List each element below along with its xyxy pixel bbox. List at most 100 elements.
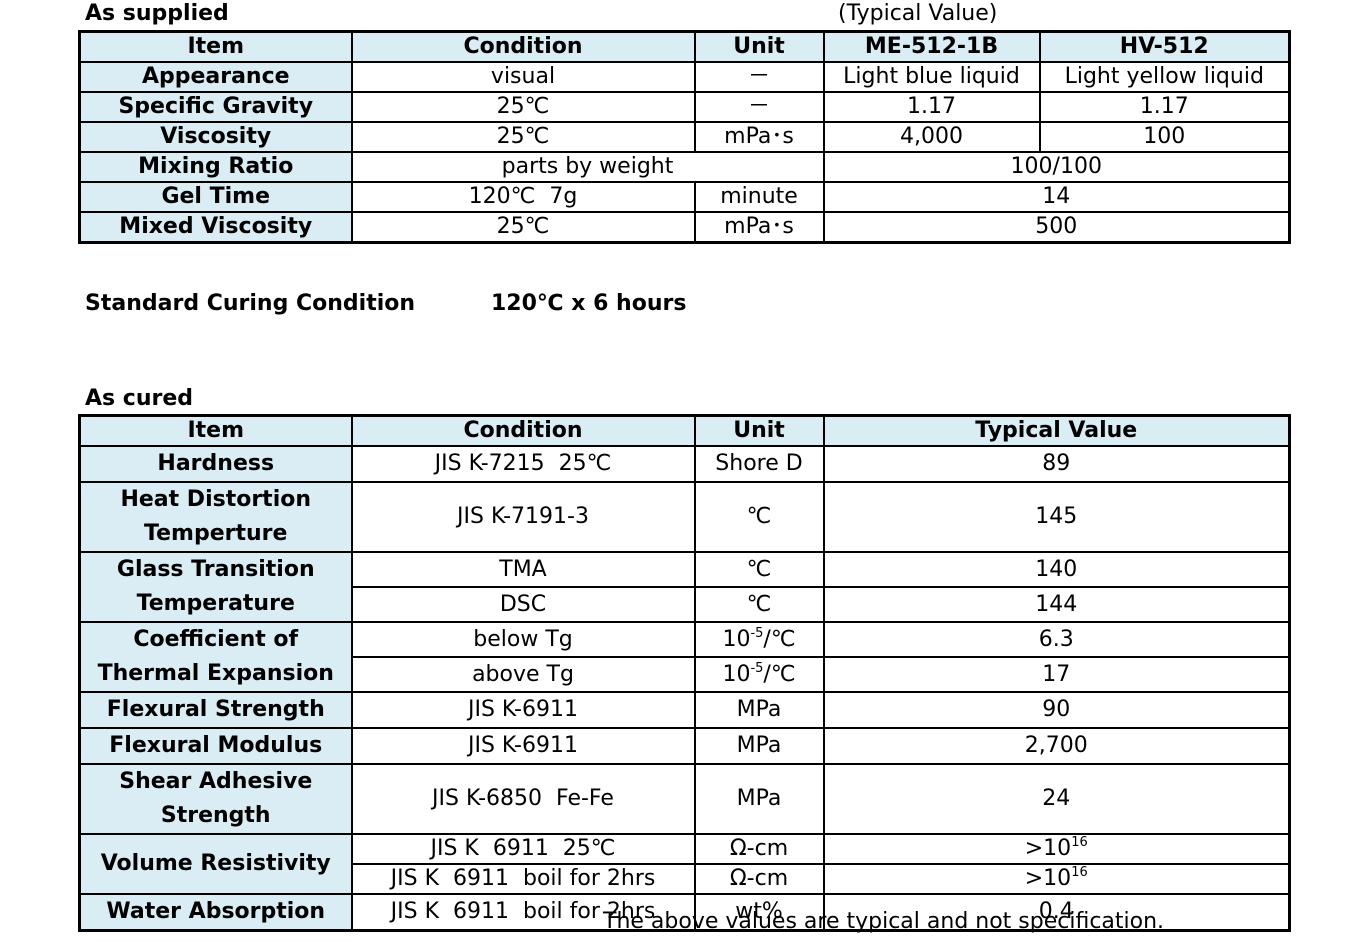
row-label: Viscosity — [78, 121, 353, 153]
text-part: /℃ — [763, 661, 796, 687]
cell: minute — [693, 181, 825, 213]
row-label: Glass Transition Temperature — [78, 551, 353, 623]
row-label: Specific Gravity — [78, 91, 353, 123]
header-cell: ME-512-1B — [822, 30, 1041, 63]
cell: JIS K 6911 boil for 2hrs — [350, 863, 696, 895]
cured-table: Item Condition Unit Typical Value Hardness JI… — [78, 414, 1291, 932]
cell: visual — [350, 61, 696, 93]
cell: JIS K-6911 — [350, 727, 696, 765]
text-part: -5 — [750, 625, 764, 641]
text-part: 16 — [1071, 865, 1088, 880]
table-row: Shear Adhesive Strength JIS K-6850 Fe-Fe M… — [78, 763, 1291, 835]
row-label: Appearance — [78, 61, 353, 93]
header-cell: HV-512 — [1038, 30, 1291, 63]
cell: 89 — [822, 445, 1291, 483]
cell: below Tg — [350, 621, 696, 658]
cell: 0.4 — [822, 893, 1291, 932]
table-row: Hardness JIS K-7215 25℃ Shore D 89 — [78, 445, 1291, 483]
table-row: Water Absorption JIS K 6911 boil for 2hrs… — [78, 893, 1291, 932]
cell: ℃ — [693, 586, 825, 623]
table-row: Heat Distortion Temperture JIS K-7191-3 ℃ 1… — [78, 481, 1291, 553]
cell: MPa — [693, 763, 825, 835]
header-cell: Condition — [350, 30, 696, 63]
cell: parts by weight — [350, 151, 825, 183]
cell: DSC — [350, 586, 696, 623]
cell: 24 — [822, 763, 1291, 835]
text-part: -5 — [750, 660, 764, 676]
cell: MPa — [693, 727, 825, 765]
table-row: Specific Gravity 25℃ － 1.17 1.17 — [78, 91, 1291, 123]
cell: 500 — [822, 211, 1291, 244]
cell: 10-5/℃ — [693, 656, 825, 693]
text-part: 10 — [722, 661, 751, 687]
row-label: Volume Resistivity — [78, 833, 353, 895]
curing-value: 120℃ x 6 hours — [491, 291, 687, 316]
cell: 100/100 — [822, 151, 1291, 183]
cell: 100 — [1038, 121, 1291, 153]
table-row: above Tg 10-5/℃ 17 — [80, 656, 1291, 693]
cell: Shore D — [693, 445, 825, 483]
cell: JIS K-6850 Fe-Fe — [350, 763, 696, 835]
cell: >1016 — [822, 863, 1291, 895]
cell: above Tg — [350, 656, 696, 693]
curing-label: Standard Curing Condition — [85, 291, 416, 316]
header-cell: Condition — [350, 414, 696, 447]
cell: JIS K 6911 25℃ — [350, 833, 696, 865]
table-row: Flexural Modulus JIS K-6911 MPa 2,700 — [78, 727, 1291, 765]
cell: 25℃ — [350, 121, 696, 153]
header-cell: Item — [78, 30, 353, 63]
cell: Ω-cm — [693, 833, 825, 865]
cell: 144 — [822, 586, 1291, 623]
row-label: Coefficient of Thermal Expansion — [78, 621, 353, 693]
row-label: Mixed Viscosity — [78, 211, 353, 244]
row-label: Water Absorption — [78, 893, 353, 932]
text-part: /℃ — [763, 626, 796, 652]
row-label: Heat Distortion Temperture — [78, 481, 353, 553]
cell: ℃ — [693, 551, 825, 588]
cell: － — [693, 91, 825, 123]
row-label: Flexural Modulus — [78, 727, 353, 765]
header-cell: Unit — [693, 414, 825, 447]
cell: 10-5/℃ — [693, 621, 825, 658]
cell: － — [693, 61, 825, 93]
cell: 17 — [822, 656, 1291, 693]
cell: 2,700 — [822, 727, 1291, 765]
cell: 1.17 — [822, 91, 1041, 123]
footnote: The above values are typical and not spe… — [603, 909, 1165, 934]
cell: JIS K-7215 25℃ — [350, 445, 696, 483]
table-row: Glass Transition Temperature TMA ℃ 140 — [78, 551, 1291, 623]
table-row: Gel Time 120℃ 7g minute 14 — [78, 181, 1291, 213]
table-row: Mixing Ratio parts by weight 100/100 — [78, 151, 1291, 183]
cell: 14 — [822, 181, 1291, 213]
row-label: Mixing Ratio — [78, 151, 353, 183]
table-row: Viscosity 25℃ mPa･s 4,000 100 — [78, 121, 1291, 153]
cell: Light blue liquid — [822, 61, 1041, 93]
cell: >1016 — [822, 833, 1291, 865]
header-cell: Typical Value — [822, 414, 1291, 447]
cell: 90 — [822, 691, 1291, 729]
cell: 1.17 — [1038, 91, 1291, 123]
text-part: 16 — [1071, 835, 1088, 850]
header-row: Item Condition Unit ME-512-1B HV-512 — [78, 30, 1291, 63]
row-label: Hardness — [78, 445, 353, 483]
row-label: Gel Time — [78, 181, 353, 213]
table-row: Flexural Strength JIS K-6911 MPa 90 — [78, 691, 1291, 729]
header-cell: Unit — [693, 30, 825, 63]
row-label: Flexural Strength — [78, 691, 353, 729]
table-row: Coefficient of Thermal Expansion below Tg… — [78, 621, 1291, 693]
note: (Typical Value) — [838, 1, 998, 26]
cell: Light yellow liquid — [1038, 61, 1291, 93]
table-row: JIS K 6911 boil for 2hrs Ω-cm >1016 — [80, 863, 1291, 895]
cell: 25℃ — [350, 91, 696, 123]
cell: 145 — [822, 481, 1291, 553]
cell: 120℃ 7g — [350, 181, 696, 213]
row-label: Shear Adhesive Strength — [78, 763, 353, 835]
text-part: >10 — [1024, 866, 1072, 891]
cell: Ω-cm — [693, 863, 825, 895]
header-cell: Item — [78, 414, 353, 447]
cell: JIS K-6911 — [350, 691, 696, 729]
cell: ℃ — [693, 481, 825, 553]
cell: JIS K 6911 boil for 2hrs — [350, 893, 696, 932]
table-row: Appearance visual － Light blue liquid Light … — [78, 61, 1291, 93]
